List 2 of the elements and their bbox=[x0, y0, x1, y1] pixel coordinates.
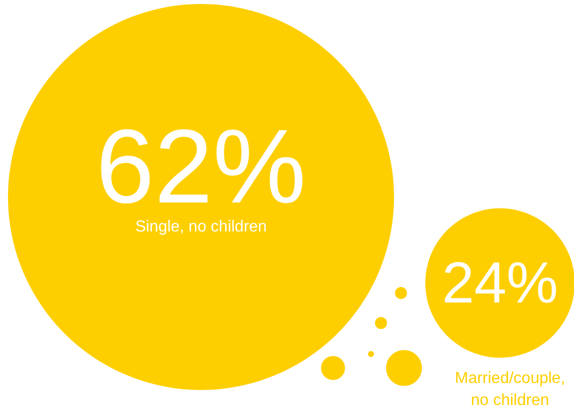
category-label: Married/couple, no children bbox=[454, 370, 566, 410]
data-label: 24% bbox=[442, 250, 558, 316]
